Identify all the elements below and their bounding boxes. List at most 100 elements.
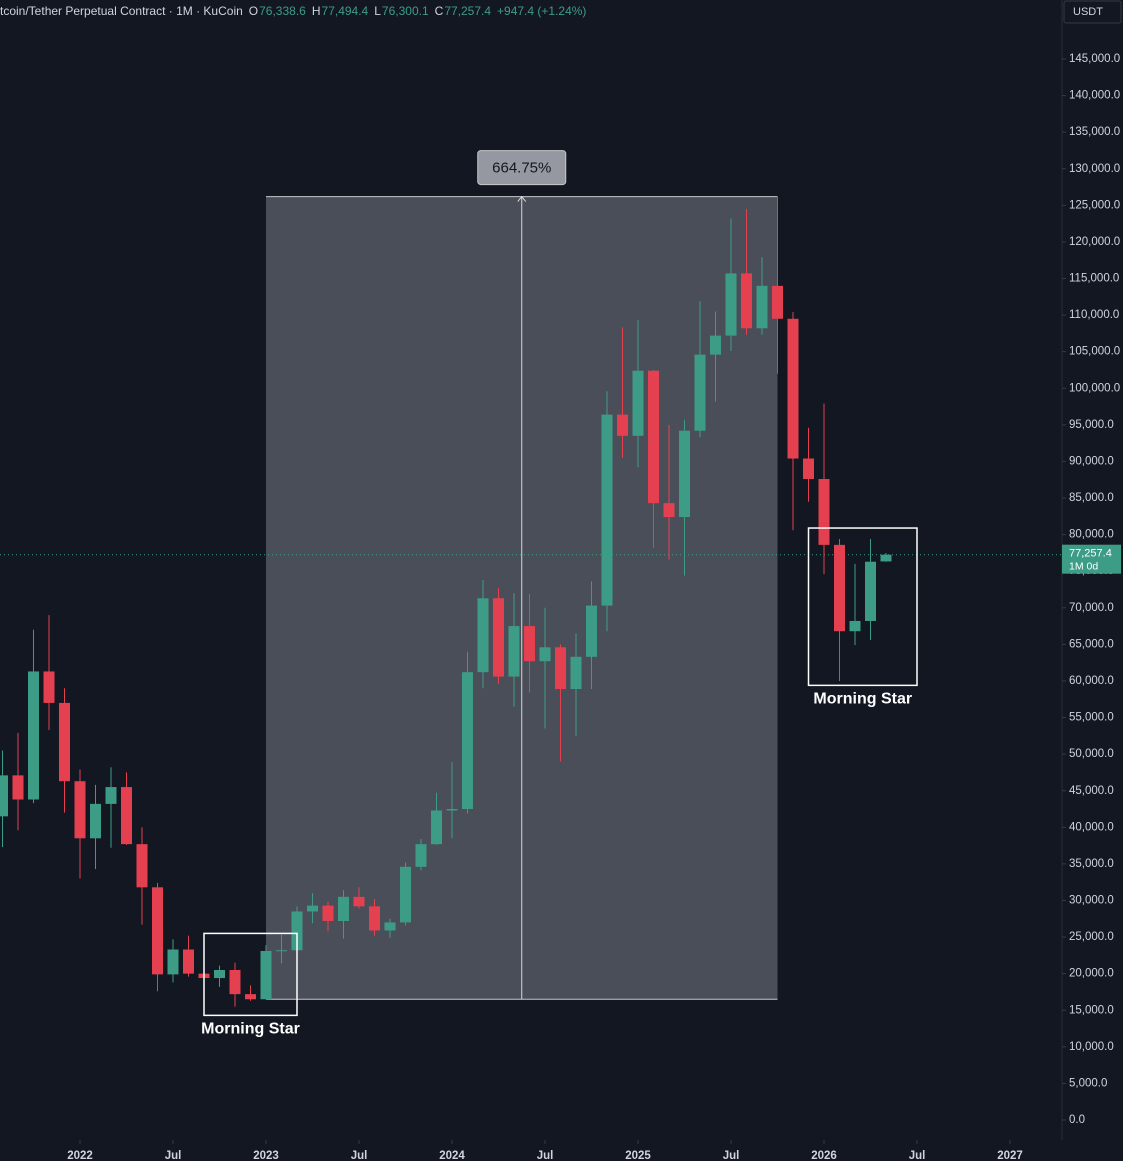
legend-header: tcoin/Tether Perpetual Contract · 1M · K… <box>0 4 586 18</box>
y-tick-label: 60,000.0 <box>1069 675 1114 687</box>
last-price-countdown: 1M 0d <box>1069 560 1098 572</box>
candle-body <box>183 949 194 974</box>
x-tick-label: Jul <box>909 1150 926 1161</box>
candle-body <box>121 787 132 845</box>
y-tick-label: 140,000.0 <box>1069 90 1120 102</box>
symbol: tcoin/Tether Perpetual Contract · 1M · K… <box>0 4 243 18</box>
candle-body <box>43 671 55 703</box>
x-tick-label: 2027 <box>997 1150 1023 1161</box>
candle-body <box>136 844 148 888</box>
header-close: 77,257.4 <box>444 4 491 18</box>
candle-body <box>663 503 675 518</box>
candle-body <box>477 598 489 673</box>
candle-body <box>384 922 396 931</box>
x-tick-label: 2023 <box>253 1150 279 1161</box>
header-low-label: L <box>374 4 381 18</box>
candle-body <box>90 803 101 839</box>
candle-body <box>415 844 427 867</box>
x-tick-label: 2024 <box>439 1150 465 1161</box>
candle-body <box>322 905 334 921</box>
y-tick-label: 10,000.0 <box>1069 1041 1114 1053</box>
candle-body <box>524 626 535 662</box>
candle-body <box>818 479 830 545</box>
candle-body <box>338 896 349 921</box>
candle-body <box>167 949 179 975</box>
currency-box[interactable] <box>1063 0 1122 24</box>
candle-body <box>59 702 70 782</box>
candle-body <box>803 458 814 480</box>
measure-arrow-head <box>517 195 527 202</box>
candle-body <box>787 318 799 459</box>
y-tick-label: 45,000.0 <box>1069 785 1114 797</box>
header-open: 76,338.6 <box>259 4 306 18</box>
candle-body <box>400 866 411 923</box>
candle-body <box>849 620 861 632</box>
y-tick-label: 115,000.0 <box>1069 273 1119 285</box>
candle-body <box>28 671 39 800</box>
header-close-label: C <box>435 4 444 18</box>
candle-body <box>570 656 582 690</box>
plot-area: Morning Star Morning Star 664.75% <box>0 150 1062 1038</box>
candle-body <box>694 354 706 431</box>
measure-label: 664.75% <box>492 160 551 177</box>
pattern-box <box>203 932 298 1017</box>
x-tick-label: 2025 <box>625 1150 651 1161</box>
x-tick-label: 2022 <box>67 1150 93 1161</box>
candle-body <box>679 430 690 518</box>
x-tick-label: Jul <box>351 1150 368 1161</box>
y-tick-label: 55,000.0 <box>1069 712 1114 724</box>
candle-body <box>539 647 551 662</box>
candle-body <box>229 969 241 995</box>
candle-body <box>74 781 86 839</box>
y-tick-label: 20,000.0 <box>1069 968 1114 980</box>
header-change: +947.4 (+1.24%) <box>497 4 586 18</box>
x-tick-label: 2026 <box>811 1150 837 1161</box>
candle-body <box>880 554 892 562</box>
candle-body <box>12 775 24 800</box>
header-open-label: O <box>249 4 258 18</box>
candle-body <box>446 809 458 811</box>
candle-body <box>369 906 380 931</box>
x-tick-label: Jul <box>723 1150 740 1161</box>
y-tick-label: 25,000.0 <box>1069 931 1114 943</box>
y-tick-label: 105,000.0 <box>1069 346 1120 358</box>
pattern-label: Morning Star <box>813 691 912 708</box>
y-tick-label: 100,000.0 <box>1069 382 1120 394</box>
y-tick-label: 95,000.0 <box>1069 419 1114 431</box>
y-tick-label: 90,000.0 <box>1069 455 1114 467</box>
candle-body <box>214 969 225 979</box>
header-high: 77,494.4 <box>322 4 369 18</box>
candle-body <box>710 335 721 355</box>
candle-body <box>772 285 783 319</box>
candle-body <box>105 787 117 804</box>
candle-body <box>508 626 520 677</box>
candle-body <box>586 605 597 657</box>
pattern-box <box>807 527 918 687</box>
candle-body <box>741 273 752 329</box>
measure-label-box <box>477 150 567 186</box>
x-tick-label: Jul <box>537 1150 554 1161</box>
candle-body <box>291 911 303 951</box>
candle-body <box>648 370 659 504</box>
y-tick-label: 15,000.0 <box>1069 1004 1114 1016</box>
candle-body <box>555 647 566 690</box>
currency[interactable]: USDT <box>1073 6 1103 18</box>
x-tick-label: Jul <box>165 1150 182 1161</box>
y-tick-label: 125,000.0 <box>1069 199 1120 211</box>
y-tick-label: 65,000.0 <box>1069 638 1114 650</box>
header-low: 76,300.1 <box>382 4 429 18</box>
y-tick-label: 145,000.0 <box>1069 53 1120 65</box>
y-tick-label: 70,000.0 <box>1069 602 1114 614</box>
candle-body <box>756 285 768 329</box>
last-price-tag <box>1062 544 1121 574</box>
y-tick-label: 5,000.0 <box>1069 1077 1107 1089</box>
candle-body <box>493 598 504 677</box>
candle-body <box>617 414 628 436</box>
candle-body <box>462 672 473 810</box>
candle-body <box>834 544 845 632</box>
candle-body <box>276 950 287 952</box>
candle-body <box>725 273 737 336</box>
y-tick-label: 40,000.0 <box>1069 821 1114 833</box>
